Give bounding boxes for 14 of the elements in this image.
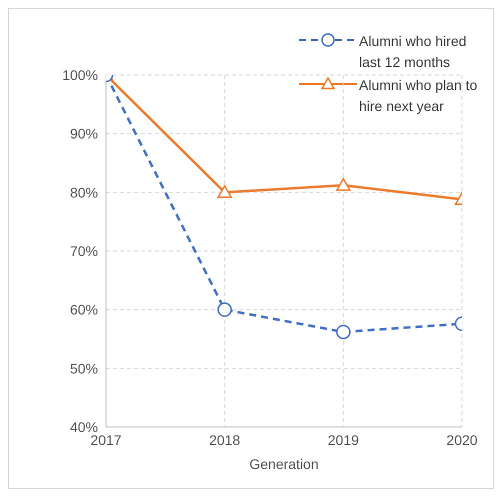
point [217,185,232,198]
y-tick-label: 70% [70,242,98,259]
y-tick-label: 100% [62,66,98,83]
legend-label: Alumni who hired last 12 months [359,32,468,72]
x-tick-label: 2018 [209,432,240,448]
y-tick-label: 80% [70,184,98,200]
x-tick-label: 2020 [446,432,478,448]
x-tick-label: 2019 [328,432,360,448]
y-tick-label: 90% [70,126,98,142]
y-tick-label: 60% [70,302,98,318]
x-axis-title: Generation [249,456,319,472]
legend-label: Alumni who plan to hire next year [359,76,478,116]
y-tick-label: 50% [70,360,98,376]
point [217,302,232,317]
